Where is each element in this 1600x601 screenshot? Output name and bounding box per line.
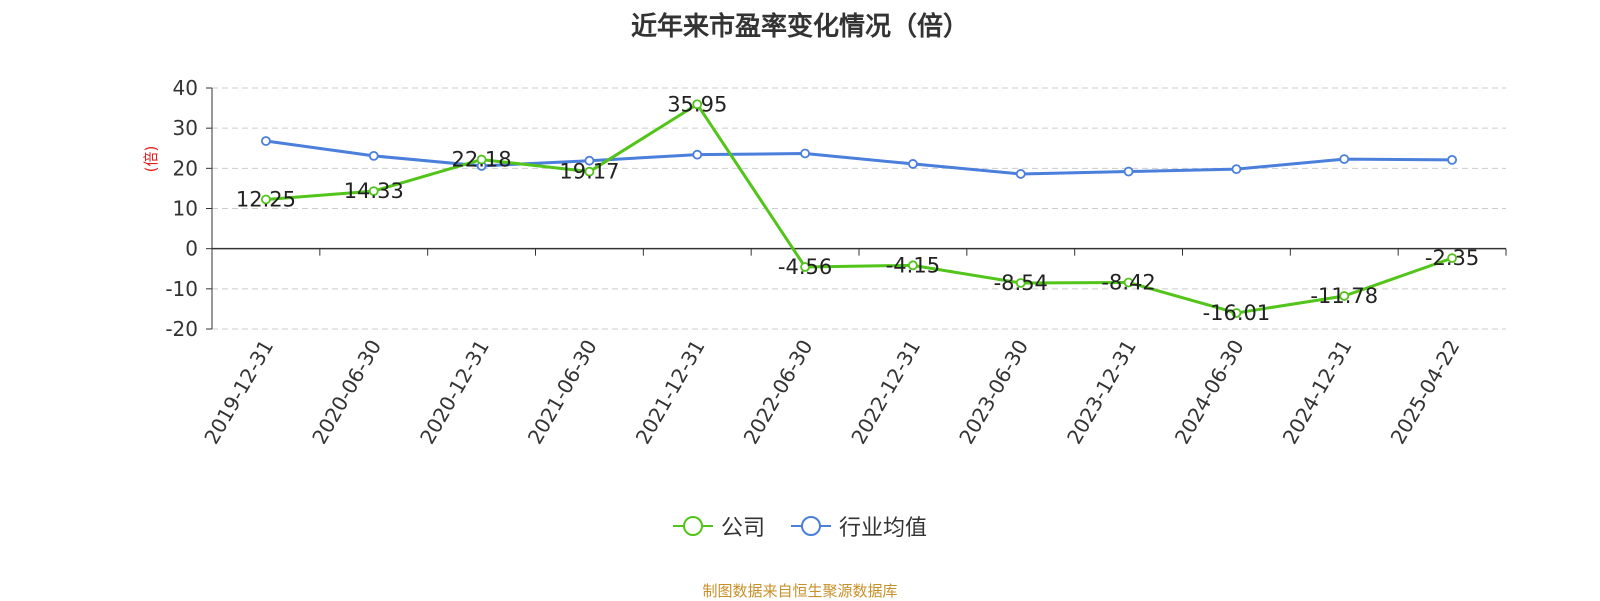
y-tick-label: 0 xyxy=(185,237,198,261)
data-label: -4.56 xyxy=(778,255,832,279)
series-line-0 xyxy=(265,102,1453,315)
legend-marker-industry xyxy=(791,516,831,536)
data-point-0 xyxy=(368,186,379,197)
x-tick-label: 2021-12-31 xyxy=(631,336,710,449)
data-label: 22.18 xyxy=(452,148,512,172)
x-tick-label: 2023-06-30 xyxy=(954,336,1033,449)
data-label: 14.33 xyxy=(344,179,404,203)
x-tick-label: 2023-12-31 xyxy=(1062,336,1141,449)
y-tick-label: 20 xyxy=(173,156,198,180)
y-axis-title: (倍) xyxy=(142,146,160,173)
y-tick-label: -20 xyxy=(165,317,198,341)
x-tick-label: 2020-12-31 xyxy=(415,336,494,449)
legend-item-industry[interactable]: 行业均值 xyxy=(791,510,927,542)
data-label: 12.25 xyxy=(236,187,296,211)
y-tick-label: 40 xyxy=(173,76,198,100)
data-point-0 xyxy=(1015,278,1026,288)
legend-label-industry: 行业均值 xyxy=(839,516,928,541)
x-tick-label: 2021-06-30 xyxy=(523,336,602,449)
data-point-1 xyxy=(800,148,810,159)
data-point-0 xyxy=(800,262,810,272)
data-point-0 xyxy=(1339,291,1350,301)
data-point-1 xyxy=(368,150,379,161)
data-label: 35.95 xyxy=(667,92,727,116)
legend: 公司 行业均值 xyxy=(0,510,1600,542)
legend-marker-company xyxy=(672,516,713,536)
data-point-0 xyxy=(1231,308,1242,318)
data-point-0 xyxy=(692,99,703,110)
x-tick-label: 2025-04-22 xyxy=(1386,336,1465,449)
data-label: -11.78 xyxy=(1310,284,1378,308)
y-tick-label: 10 xyxy=(173,197,198,221)
chart-title: 近年来市盈率变化情况（倍） xyxy=(630,12,969,42)
data-point-0 xyxy=(261,194,271,205)
data-point-0 xyxy=(1123,277,1134,288)
data-point-1 xyxy=(1339,154,1350,164)
data-point-1 xyxy=(261,136,271,146)
x-tick-label: 2022-12-31 xyxy=(846,336,925,449)
data-point-0 xyxy=(1447,253,1457,264)
x-tick-label: 2024-06-30 xyxy=(1170,336,1249,449)
data-point-1 xyxy=(908,159,918,169)
legend-label-company: 公司 xyxy=(720,516,765,541)
data-point-0 xyxy=(476,154,487,165)
data-point-1 xyxy=(1447,154,1457,165)
data-point-1 xyxy=(1231,164,1242,175)
data-point-0 xyxy=(584,166,595,177)
data-point-1 xyxy=(692,149,703,160)
data-label: -2.35 xyxy=(1425,246,1479,270)
data-point-1 xyxy=(1015,169,1026,179)
legend-item-company[interactable]: 公司 xyxy=(672,510,765,542)
data-point-0 xyxy=(908,260,918,271)
x-tick-label: 2022-06-30 xyxy=(739,336,818,449)
source-note: 制图数据来自恒生聚源数据库 xyxy=(702,582,898,600)
data-point-1 xyxy=(1123,166,1134,177)
x-tick-label: 2019-12-31 xyxy=(199,336,278,449)
x-tick-label: 2020-06-30 xyxy=(307,336,386,449)
data-point-1 xyxy=(584,155,595,166)
y-tick-label: -10 xyxy=(165,277,198,301)
data-label: -4.15 xyxy=(886,253,940,277)
data-label: -8.42 xyxy=(1101,270,1155,294)
data-label: -16.01 xyxy=(1203,301,1271,325)
data-label: -8.54 xyxy=(994,271,1048,295)
x-tick-label: 2024-12-31 xyxy=(1278,336,1357,449)
y-tick-label: 30 xyxy=(173,116,198,140)
series-line-1 xyxy=(265,139,1453,176)
data-label: 19.17 xyxy=(559,160,619,184)
